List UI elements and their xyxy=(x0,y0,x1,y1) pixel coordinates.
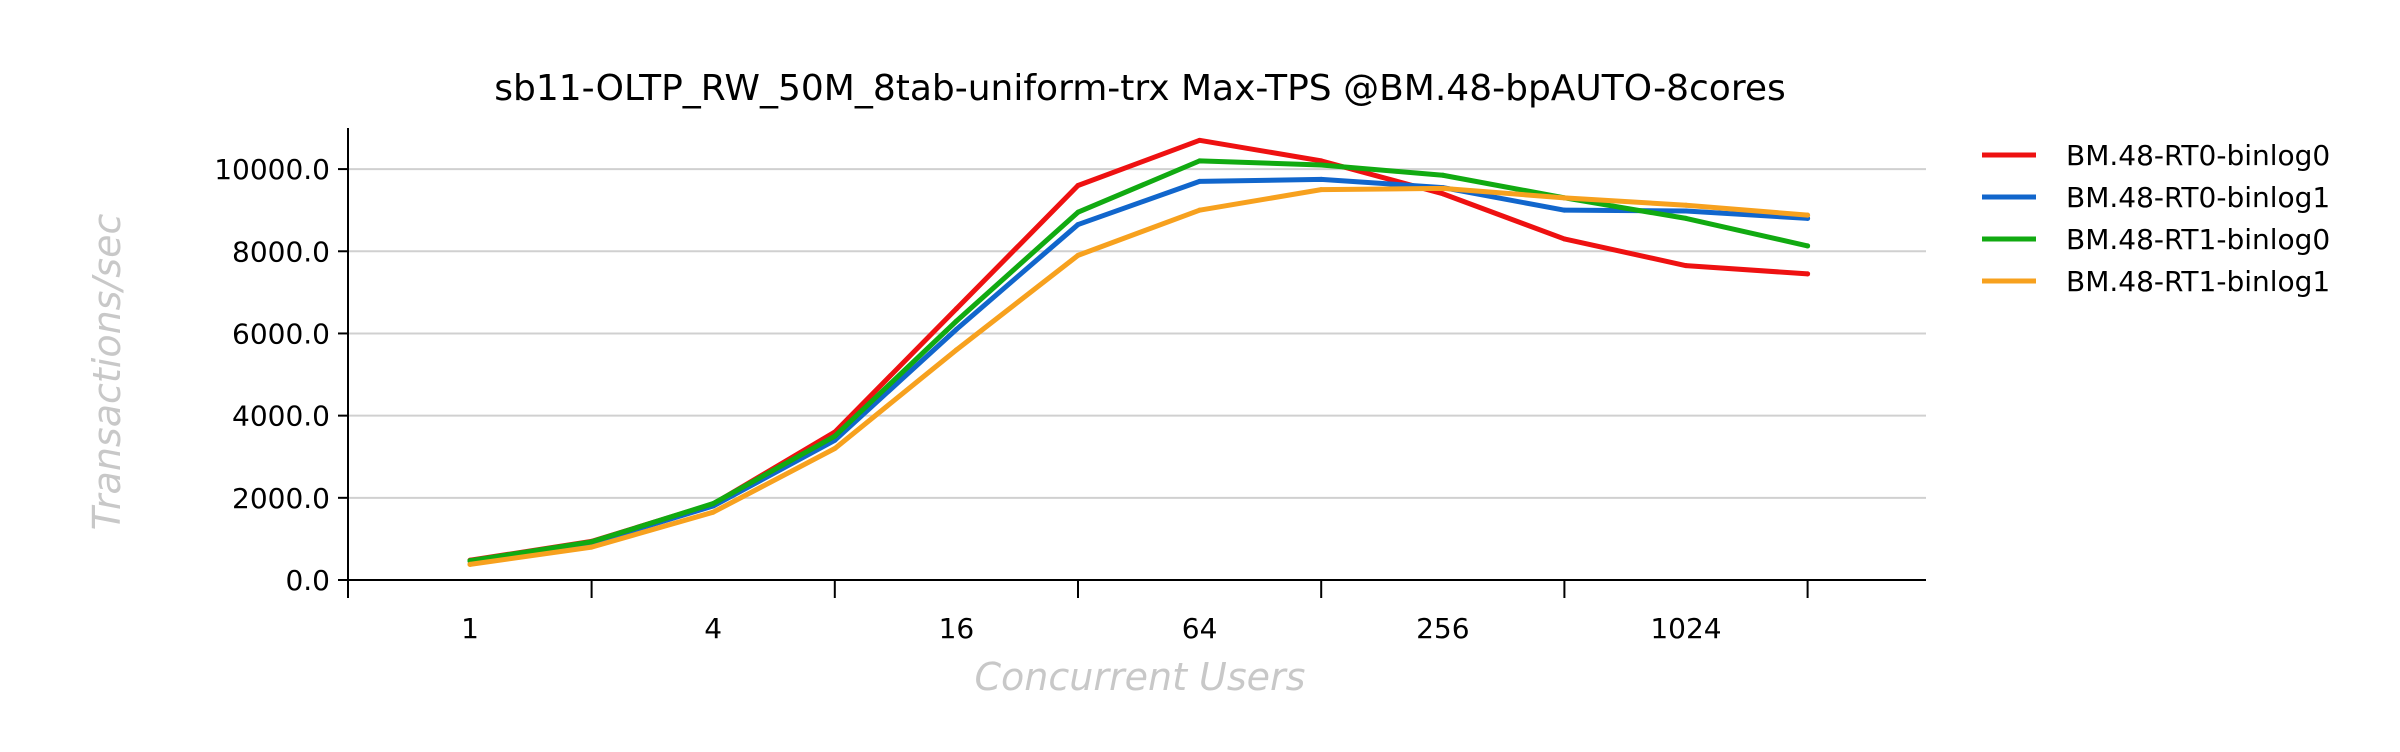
tick-marks: 0.0 2000.0 4000.0 6000.0 8000.0 10000.0 1 4 16 64… xyxy=(214,153,1809,645)
data-point xyxy=(1318,158,1324,164)
x-tick-label: 1 xyxy=(461,612,479,645)
data-point xyxy=(710,509,716,515)
legend-label: BM.48-RT1-binlog0 xyxy=(2066,223,2330,256)
y-tick-label: 2000.0 xyxy=(232,482,330,515)
data-point xyxy=(589,539,595,545)
axes xyxy=(347,128,1926,581)
data-point xyxy=(953,347,959,353)
data-point xyxy=(1318,187,1324,193)
data-point xyxy=(953,326,959,332)
x-tick-label: 256 xyxy=(1416,612,1469,645)
series-lines xyxy=(467,137,1811,567)
data-point xyxy=(1075,222,1081,228)
data-point xyxy=(1197,207,1203,213)
y-tick-label: 4000.0 xyxy=(232,400,330,433)
data-point xyxy=(1683,208,1689,214)
series-line xyxy=(467,176,1811,564)
data-point xyxy=(832,433,838,439)
data-point xyxy=(1683,202,1689,208)
data-point xyxy=(467,561,473,567)
x-tick-label: 1024 xyxy=(1650,612,1721,645)
legend: BM.48-RT0-binlog0 BM.48-RT0-binlog1 BM.48-… xyxy=(1982,139,2330,298)
data-point xyxy=(1440,185,1446,191)
data-point xyxy=(1805,212,1811,218)
x-axis-label: Concurrent Users xyxy=(975,655,1306,699)
data-point xyxy=(832,446,838,452)
y-tick-label: 10000.0 xyxy=(214,153,330,186)
data-point xyxy=(1197,137,1203,143)
x-tick-label: 4 xyxy=(704,612,722,645)
data-point xyxy=(710,501,716,507)
data-point xyxy=(1805,271,1811,277)
x-tick-label: 64 xyxy=(1182,612,1218,645)
legend-label: BM.48-RT0-binlog0 xyxy=(2066,139,2330,172)
data-point xyxy=(953,306,959,312)
y-tick-label: 8000.0 xyxy=(232,235,330,268)
data-point xyxy=(1561,195,1567,201)
data-point xyxy=(1561,207,1567,213)
legend-label: BM.48-RT1-binlog1 xyxy=(2066,265,2330,298)
data-point xyxy=(1075,209,1081,215)
data-point xyxy=(1318,162,1324,168)
data-point xyxy=(1805,243,1811,249)
y-tick-label: 6000.0 xyxy=(232,317,330,350)
series-line xyxy=(467,158,1811,564)
data-point xyxy=(1075,183,1081,189)
data-point xyxy=(1197,178,1203,184)
legend-label: BM.48-RT0-binlog1 xyxy=(2066,181,2330,214)
data-point xyxy=(1440,172,1446,178)
data-point xyxy=(1561,236,1567,242)
data-point xyxy=(1075,252,1081,258)
data-point xyxy=(1318,176,1324,182)
data-point xyxy=(1683,263,1689,269)
y-tick-label: 0.0 xyxy=(285,564,330,597)
grid-lines xyxy=(348,168,1926,499)
data-point xyxy=(1197,158,1203,164)
chart-title: sb11-OLTP_RW_50M_8tab-uniform-trx Max-TP… xyxy=(494,68,1785,109)
x-tick-label: 16 xyxy=(939,612,975,645)
data-point xyxy=(1440,191,1446,197)
data-point xyxy=(953,318,959,324)
data-point xyxy=(1683,215,1689,221)
data-point xyxy=(589,544,595,550)
y-axis-label: Transactions/sec xyxy=(85,214,129,531)
series-line xyxy=(467,185,1811,567)
